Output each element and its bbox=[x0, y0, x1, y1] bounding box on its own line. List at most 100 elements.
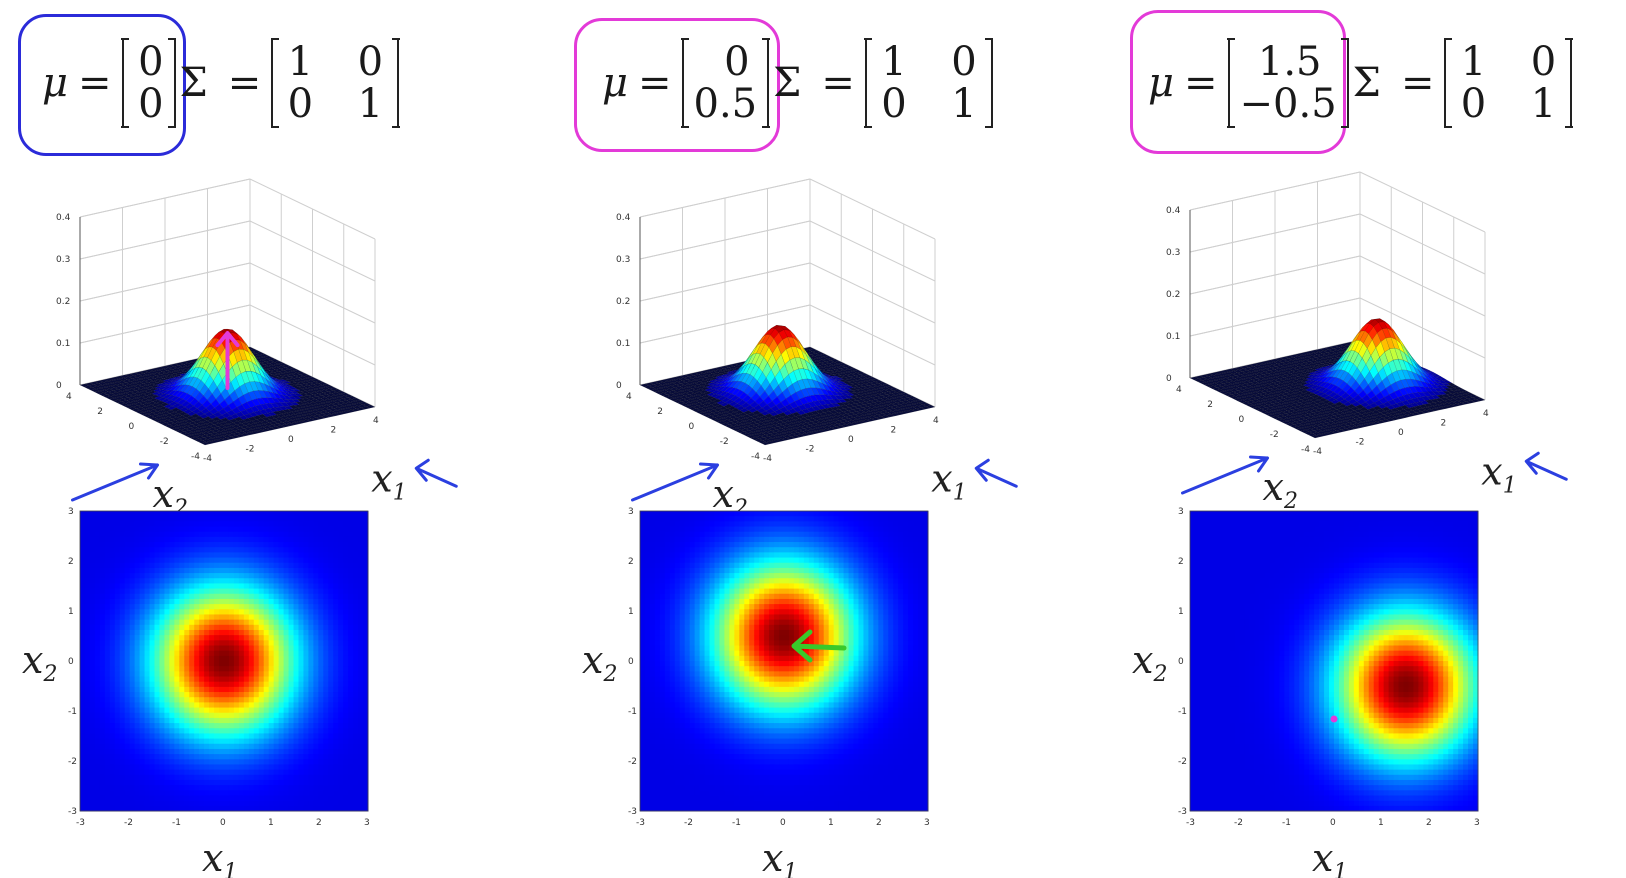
y-tick-label: -2 bbox=[628, 757, 637, 767]
y-tick-label: 1 bbox=[1178, 607, 1184, 617]
heatmap bbox=[1190, 511, 1479, 812]
y-tick-label: -1 bbox=[68, 707, 77, 717]
x2-tick-label: 4 bbox=[626, 392, 632, 402]
equals-sign: = bbox=[1184, 60, 1218, 106]
mu-value: 1.5 bbox=[1257, 39, 1322, 85]
mu-vector: 1.5 −0.5 bbox=[1227, 38, 1350, 128]
x-tick-label: 3 bbox=[364, 818, 370, 828]
x2-tick-label: 2 bbox=[97, 407, 103, 417]
sigma-value: 1 bbox=[1460, 39, 1487, 85]
x1-axis-label: x1 bbox=[1312, 836, 1347, 878]
x1-tick-label: 4 bbox=[1483, 409, 1489, 419]
x2-tick-label: 0 bbox=[1239, 415, 1245, 425]
x1-tick-label: 4 bbox=[373, 416, 379, 426]
y-tick-label: 3 bbox=[68, 507, 74, 517]
mu-symbol: μ bbox=[1148, 60, 1174, 106]
x-tick-label: -2 bbox=[1234, 818, 1243, 828]
sigma-value: 0 bbox=[357, 39, 384, 85]
x2-axis-label: x2 bbox=[1132, 638, 1167, 687]
x2-tick-label: -2 bbox=[160, 437, 169, 447]
x1-tick-label: -2 bbox=[1356, 438, 1365, 448]
x-tick-label: -2 bbox=[124, 818, 133, 828]
mu-symbol: μ bbox=[602, 60, 628, 106]
x-tick-label: 1 bbox=[268, 818, 274, 828]
density-surface bbox=[1189, 318, 1486, 439]
x2-tick-label: -2 bbox=[1270, 430, 1279, 440]
contour-plot: 3 2 1 0 -1 -2 -3-3 -2 -1 0 1 2 3 x2 x1 bbox=[1132, 507, 1480, 878]
x2-tick-label: 4 bbox=[1176, 385, 1182, 395]
x-tick-label: -3 bbox=[636, 818, 645, 828]
x2-axis-label: x2 bbox=[582, 638, 617, 687]
mu-value: 0 bbox=[138, 81, 164, 127]
y-tick-label: 1 bbox=[628, 607, 634, 617]
z-tick-label: 0 bbox=[1166, 374, 1172, 384]
x-tick-label: 0 bbox=[1330, 818, 1336, 828]
y-tick-label: -2 bbox=[68, 757, 77, 767]
y-tick-label: -2 bbox=[1178, 757, 1187, 767]
y-tick-label: -1 bbox=[628, 707, 637, 717]
x-tick-label: -2 bbox=[684, 818, 693, 828]
equals-sign: = bbox=[638, 60, 672, 106]
contour-plot: 3 2 1 0 -1 -2 -3-3 -2 -1 0 1 2 3 x2 x1 bbox=[582, 507, 930, 878]
y-tick-label: 2 bbox=[68, 557, 74, 567]
x2-tick-label: 2 bbox=[1207, 400, 1213, 410]
y-tick-label: 1 bbox=[68, 607, 74, 617]
annotation-arrow-x2 bbox=[71, 462, 159, 502]
y-tick-label: 0 bbox=[68, 657, 74, 667]
z-tick-label: 0.4 bbox=[616, 213, 631, 223]
z-tick-label: 0.1 bbox=[616, 339, 630, 349]
x2-tick-label: 0 bbox=[129, 422, 135, 432]
x1-tick-label: -2 bbox=[806, 445, 815, 455]
x2-tick-label: 4 bbox=[66, 392, 72, 402]
sigma-value: 0 bbox=[1530, 39, 1557, 85]
z-tick-label: 0 bbox=[56, 381, 62, 391]
x-tick-label: -3 bbox=[1186, 818, 1195, 828]
x-tick-label: -1 bbox=[732, 818, 741, 828]
x1-axis-label: x1 bbox=[931, 456, 966, 505]
plot-frame bbox=[1189, 510, 1479, 812]
mu-vector: 0 0.5 bbox=[681, 38, 770, 128]
y-tick-label: 3 bbox=[628, 507, 634, 517]
z-tick-label: 0.3 bbox=[1166, 248, 1180, 258]
x2-axis-label: x2 bbox=[22, 638, 57, 687]
x-tick-label: 2 bbox=[316, 818, 322, 828]
mu-symbol: μ bbox=[42, 60, 68, 106]
mu-value: 0.5 bbox=[693, 81, 758, 127]
x2-tick-label: -4 bbox=[1301, 445, 1310, 455]
z-tick-label: 0.2 bbox=[616, 297, 630, 307]
z-tick-label: 0 bbox=[616, 381, 622, 391]
z-tick-label: 0.1 bbox=[56, 339, 70, 349]
x2-tick-label: -4 bbox=[751, 452, 760, 462]
x1-axis-label: x1 bbox=[762, 836, 797, 878]
x-tick-label: 2 bbox=[1426, 818, 1432, 828]
x1-tick-label: -4 bbox=[763, 454, 772, 464]
x-tick-label: 0 bbox=[780, 818, 786, 828]
annotation-arrow-x2 bbox=[631, 462, 719, 502]
annotation-arrow-x1 bbox=[1524, 451, 1568, 481]
x-tick-label: 1 bbox=[828, 818, 834, 828]
sigma-value: 0 bbox=[1460, 81, 1487, 127]
z-tick-label: 0.2 bbox=[1166, 290, 1180, 300]
x-tick-label: -1 bbox=[172, 818, 181, 828]
sigma-value: 0 bbox=[951, 39, 977, 85]
x1-tick-label: 2 bbox=[331, 426, 337, 436]
contour-plot: 3 2 1 0 -1 -2 -3-3 -2 -1 0 1 2 3 x2 x1 bbox=[22, 507, 370, 878]
y-tick-label: -3 bbox=[68, 807, 77, 817]
x1-axis-label: x1 bbox=[1481, 449, 1516, 498]
x2-tick-label: 2 bbox=[657, 407, 663, 417]
grid-walls bbox=[79, 178, 376, 408]
z-tick-label: 0.3 bbox=[616, 255, 630, 265]
sigma-value: 1 bbox=[881, 39, 907, 85]
z-tick-label: 0.4 bbox=[56, 213, 71, 223]
x1-axis-label: x1 bbox=[371, 456, 406, 505]
x1-tick-label: 0 bbox=[288, 435, 294, 445]
x1-tick-label: 4 bbox=[933, 416, 939, 426]
equals-sign: = bbox=[821, 60, 855, 106]
equals-sign: = bbox=[1400, 60, 1435, 106]
